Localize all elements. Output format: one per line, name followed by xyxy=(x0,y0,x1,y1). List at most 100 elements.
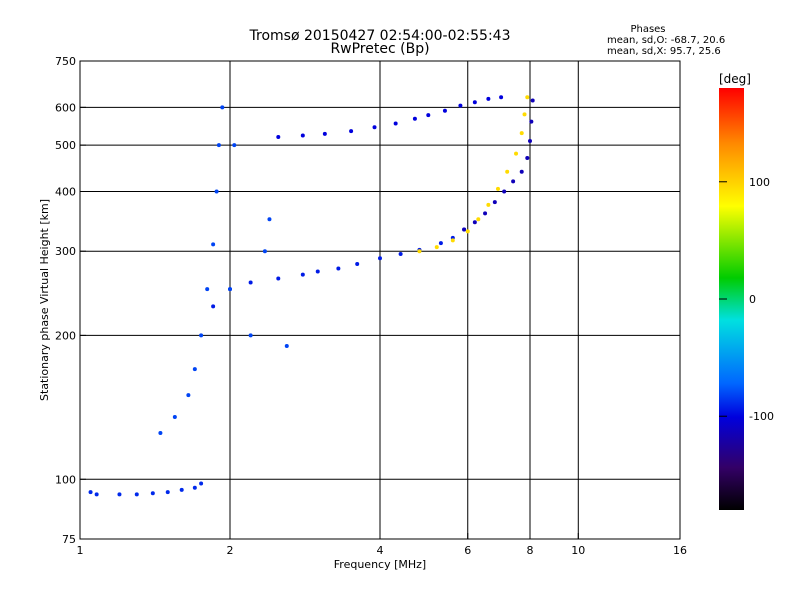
data-point xyxy=(438,241,443,246)
data-point xyxy=(199,481,204,486)
data-point xyxy=(502,189,507,194)
data-point xyxy=(483,211,488,216)
data-point xyxy=(276,135,281,140)
x-axis-ticks: 1 2 4 6 8 10 16 xyxy=(77,533,687,557)
data-point xyxy=(393,121,398,126)
data-point xyxy=(486,202,491,207)
data-point xyxy=(349,129,354,134)
data-point xyxy=(462,227,467,232)
x-tick-label: 2 xyxy=(227,544,234,557)
data-point xyxy=(300,272,305,277)
data-point xyxy=(150,491,155,496)
data-point xyxy=(398,252,403,257)
data-point xyxy=(88,490,93,495)
data-point xyxy=(276,276,281,281)
data-point xyxy=(300,133,305,138)
data-point xyxy=(492,200,497,205)
data-point xyxy=(192,367,197,372)
x-axis-label: Frequency [MHz] xyxy=(334,558,426,571)
data-point xyxy=(228,287,232,292)
phase-colorbar: [deg] 100 0 -100 xyxy=(719,72,774,510)
colorbar-tick-label: -100 xyxy=(749,410,774,423)
x-tick-label: 10 xyxy=(571,544,585,557)
data-point xyxy=(267,217,272,222)
data-point xyxy=(417,249,422,254)
y-tick-label: 600 xyxy=(55,101,76,114)
data-point xyxy=(505,169,510,174)
colorbar-ticks: 100 0 -100 xyxy=(719,176,774,423)
phases-legend: Phases mean, sd,O: -68.7, 20.6 mean, sd,… xyxy=(607,24,725,57)
data-point xyxy=(248,280,253,285)
data-point xyxy=(522,112,527,117)
y-tick-label: 400 xyxy=(55,185,76,198)
phases-o-mode: mean, sd,O: -68.7, 20.6 xyxy=(607,35,725,46)
data-point xyxy=(214,189,219,194)
data-point xyxy=(495,186,500,191)
data-point xyxy=(486,96,491,101)
data-point xyxy=(426,113,431,118)
data-point xyxy=(284,344,289,349)
data-point xyxy=(211,304,216,309)
data-point xyxy=(528,139,532,144)
colorbar-unit: [deg] xyxy=(719,72,751,86)
data-point xyxy=(322,131,327,136)
data-point xyxy=(465,229,470,234)
x-tick-label: 16 xyxy=(673,544,687,557)
y-tick-label: 300 xyxy=(55,245,76,258)
data-point xyxy=(199,333,204,338)
data-point xyxy=(450,238,455,243)
data-point xyxy=(186,393,191,398)
data-point xyxy=(315,269,320,274)
chart-title: Tromsø 20150427 02:54:00-02:55:43 xyxy=(249,28,511,44)
y-tick-label: 75 xyxy=(62,533,76,546)
data-point xyxy=(205,287,210,292)
data-point xyxy=(525,95,530,100)
data-point xyxy=(519,169,524,174)
phases-x-mode: mean, sd,X: 95.7, 25.6 xyxy=(607,46,721,57)
grid-lines xyxy=(80,61,680,539)
data-point xyxy=(165,490,170,495)
data-point xyxy=(172,414,177,419)
data-point xyxy=(434,245,439,250)
data-point xyxy=(262,249,267,254)
x-tick-label: 1 xyxy=(77,544,84,557)
x-tick-label: 6 xyxy=(464,544,471,557)
data-point xyxy=(499,95,504,100)
data-point xyxy=(514,151,519,156)
data-point xyxy=(179,487,184,492)
y-axis-label: Stationary phase Virtual Height [km] xyxy=(38,199,51,401)
x-tick-label: 8 xyxy=(527,544,534,557)
y-tick-label: 200 xyxy=(55,329,76,342)
x-tick-label: 4 xyxy=(377,544,384,557)
data-point xyxy=(519,131,524,136)
data-point xyxy=(511,179,516,184)
data-point xyxy=(525,156,530,161)
data-point xyxy=(220,105,225,110)
data-point xyxy=(442,108,447,113)
phases-heading: Phases xyxy=(630,24,665,35)
colorbar-tick-label: 0 xyxy=(749,293,756,306)
data-point xyxy=(372,125,377,130)
data-point xyxy=(530,98,535,103)
data-point xyxy=(476,217,481,222)
data-point xyxy=(192,485,197,490)
data-points xyxy=(88,95,535,497)
data-point xyxy=(134,492,139,497)
data-point xyxy=(458,103,463,108)
chart-subtitle: RwPretec (Bp) xyxy=(330,41,429,57)
y-tick-label: 500 xyxy=(55,139,76,152)
data-point xyxy=(94,492,99,497)
data-point xyxy=(211,242,216,247)
data-point xyxy=(248,333,253,338)
data-point xyxy=(412,116,417,121)
y-axis-ticks: 75 100 200 300 400 500 600 750 xyxy=(55,55,86,546)
data-point xyxy=(355,262,360,267)
data-point xyxy=(336,266,341,271)
data-point xyxy=(529,119,534,124)
data-point xyxy=(472,220,477,225)
data-point xyxy=(216,143,221,148)
data-point xyxy=(378,256,382,261)
data-point xyxy=(158,430,163,435)
y-tick-label: 100 xyxy=(55,473,76,486)
